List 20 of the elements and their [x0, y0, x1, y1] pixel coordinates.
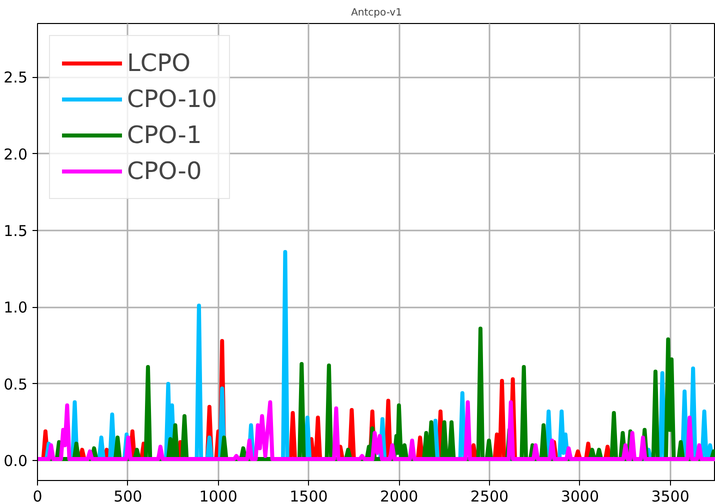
x-tick-label: 3500	[651, 488, 690, 504]
x-tick-label: 2000	[380, 488, 418, 504]
x-tick-label: 500	[114, 488, 142, 504]
x-tick-label: 3000	[560, 488, 599, 504]
y-tick-label: 2.0	[4, 145, 28, 164]
x-tick-label: 1000	[199, 488, 238, 504]
y-tick-label: 0.5	[4, 375, 28, 394]
chart-title: Antcpo-v1	[351, 8, 402, 18]
legend-label: CPO-10	[127, 84, 217, 114]
legend-label: CPO-1	[127, 120, 202, 150]
x-tick-label: 0	[32, 488, 42, 504]
x-tick-label: 1500	[290, 488, 328, 504]
x-tick-label: 2500	[470, 488, 509, 504]
y-tick-label: 0.0	[4, 452, 28, 470]
line-series	[38, 400, 715, 462]
legend-label: CPO-0	[127, 156, 202, 186]
y-tick-label: 1.5	[4, 222, 28, 240]
legend-label: LCPO	[127, 48, 190, 78]
y-tick-label: 1.0	[4, 298, 28, 317]
y-tick-label: 2.5	[4, 68, 28, 87]
